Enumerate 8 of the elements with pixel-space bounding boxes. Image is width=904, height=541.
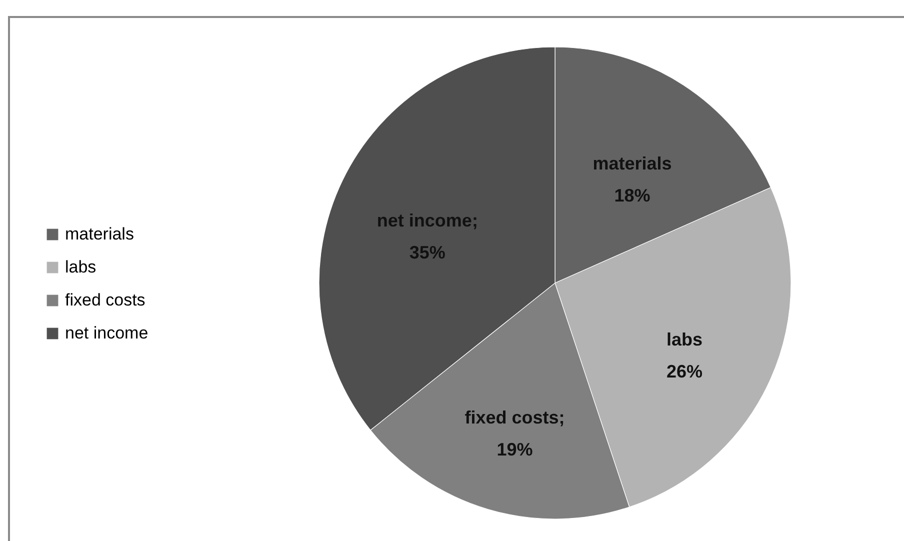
- data-label: materials 18%: [592, 153, 672, 206]
- data-label: fixed costs; 19%: [464, 408, 565, 460]
- legend-label: materials: [65, 224, 134, 244]
- legend-label: net income: [65, 324, 148, 342]
- data-label: net income; 35%: [376, 210, 478, 263]
- legend-label: labs: [65, 258, 96, 276]
- legend-label: fixed costs: [65, 290, 146, 310]
- data-label: labs 26%: [666, 329, 702, 382]
